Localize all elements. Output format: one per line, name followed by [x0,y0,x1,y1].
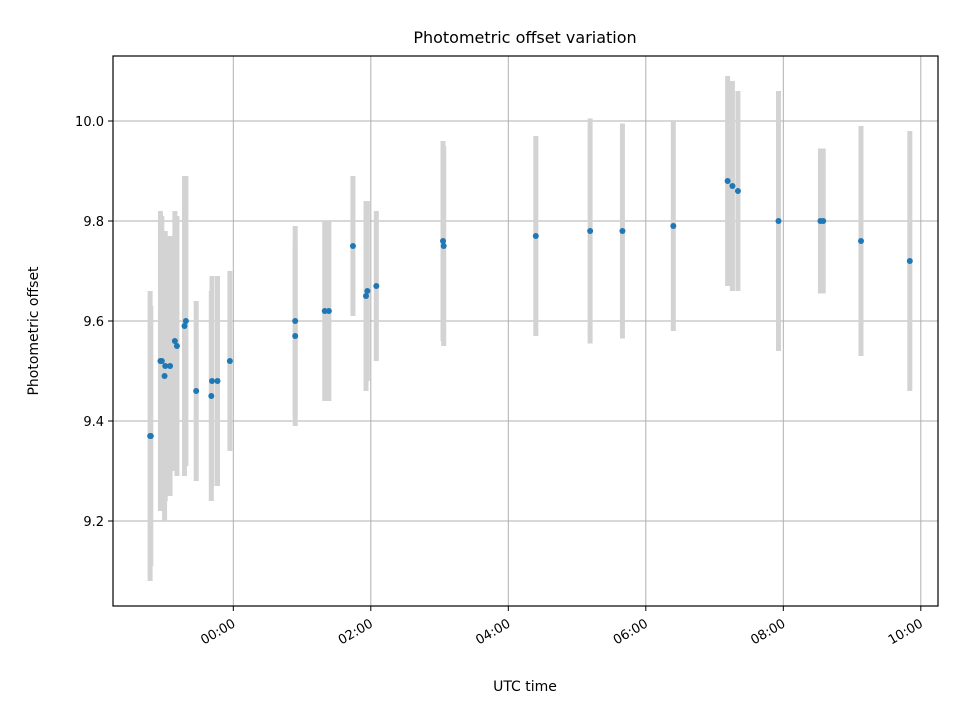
data-point [171,338,178,344]
data-point [321,308,328,314]
data-point [670,223,677,229]
y-tick-label: 9.4 [83,415,104,430]
data-point [858,238,864,244]
data-point [162,363,169,369]
y-tick-label: 9.2 [83,515,104,530]
data-point [208,393,215,399]
data-point [734,188,741,194]
data-point [729,183,736,189]
data-point [226,358,233,364]
data-point [193,388,200,394]
data-point [349,243,356,249]
data-point [181,323,188,329]
chart-title: Photometric offset variation [413,28,636,47]
data-point [587,228,594,234]
data-point [209,378,215,384]
y-tick-label: 10.0 [75,115,104,130]
data-point [325,308,332,314]
y-tick-label: 9.6 [83,315,104,330]
x-tick-label: 00:00 [198,616,238,648]
data-point [619,228,626,234]
data-point [173,343,180,349]
data-point [292,333,299,339]
data-point [775,218,782,224]
data-point [363,293,369,299]
x-axis-label: UTC time [493,679,557,695]
data-point [440,243,447,249]
data-point [292,318,299,324]
data-point [724,178,731,184]
plot-frame [112,55,939,607]
x-tick-label: 02:00 [336,616,376,648]
data-point [158,358,165,364]
error-bars [147,76,913,581]
x-axis-ticks: 00:00 02:00 04:00 06:00 08:00 10:00 [198,606,926,648]
x-tick-label: 04:00 [473,616,513,648]
data-point [373,283,380,289]
data-point [364,288,371,294]
data-point [214,378,221,384]
grid-lines [113,56,938,606]
data-point [161,373,168,379]
y-axis-label: Photometric offset [26,266,42,396]
data-point [147,433,154,439]
data-point [906,258,913,264]
data-point [820,218,827,224]
y-axis-ticks: 9.2 9.4 9.6 9.8 10.0 [75,115,113,530]
x-tick-label: 06:00 [611,616,651,648]
data-points [147,178,913,439]
data-point [440,238,446,244]
data-point [167,363,174,369]
data-point [532,233,539,239]
y-tick-label: 9.8 [83,215,104,230]
x-tick-label: 08:00 [748,616,788,648]
data-point [182,318,189,324]
x-tick-label: 10:00 [886,616,926,648]
